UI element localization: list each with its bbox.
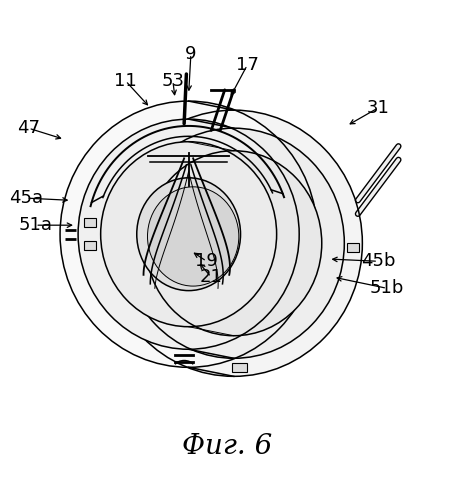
Text: 47: 47 bbox=[17, 119, 40, 137]
Ellipse shape bbox=[105, 110, 362, 376]
Ellipse shape bbox=[123, 128, 344, 358]
Text: 51a: 51a bbox=[18, 216, 52, 234]
Ellipse shape bbox=[78, 119, 299, 350]
Ellipse shape bbox=[60, 101, 317, 367]
Text: Фиг. 6: Фиг. 6 bbox=[182, 433, 272, 460]
Text: 51b: 51b bbox=[370, 280, 405, 297]
Ellipse shape bbox=[101, 142, 276, 326]
Text: 31: 31 bbox=[367, 99, 390, 117]
Text: 53: 53 bbox=[161, 72, 184, 90]
Bar bbox=[346, 243, 359, 252]
Text: 19: 19 bbox=[195, 252, 218, 270]
Ellipse shape bbox=[137, 178, 241, 290]
Ellipse shape bbox=[146, 150, 322, 336]
Bar bbox=[84, 241, 96, 250]
Text: 45a: 45a bbox=[9, 189, 43, 207]
Text: 21: 21 bbox=[200, 268, 222, 286]
Text: 11: 11 bbox=[114, 72, 137, 90]
Text: 9: 9 bbox=[185, 44, 197, 62]
Text: 17: 17 bbox=[236, 56, 259, 74]
Text: 45b: 45b bbox=[361, 252, 395, 270]
Ellipse shape bbox=[148, 187, 239, 286]
Bar bbox=[232, 363, 247, 372]
Bar bbox=[84, 218, 96, 228]
